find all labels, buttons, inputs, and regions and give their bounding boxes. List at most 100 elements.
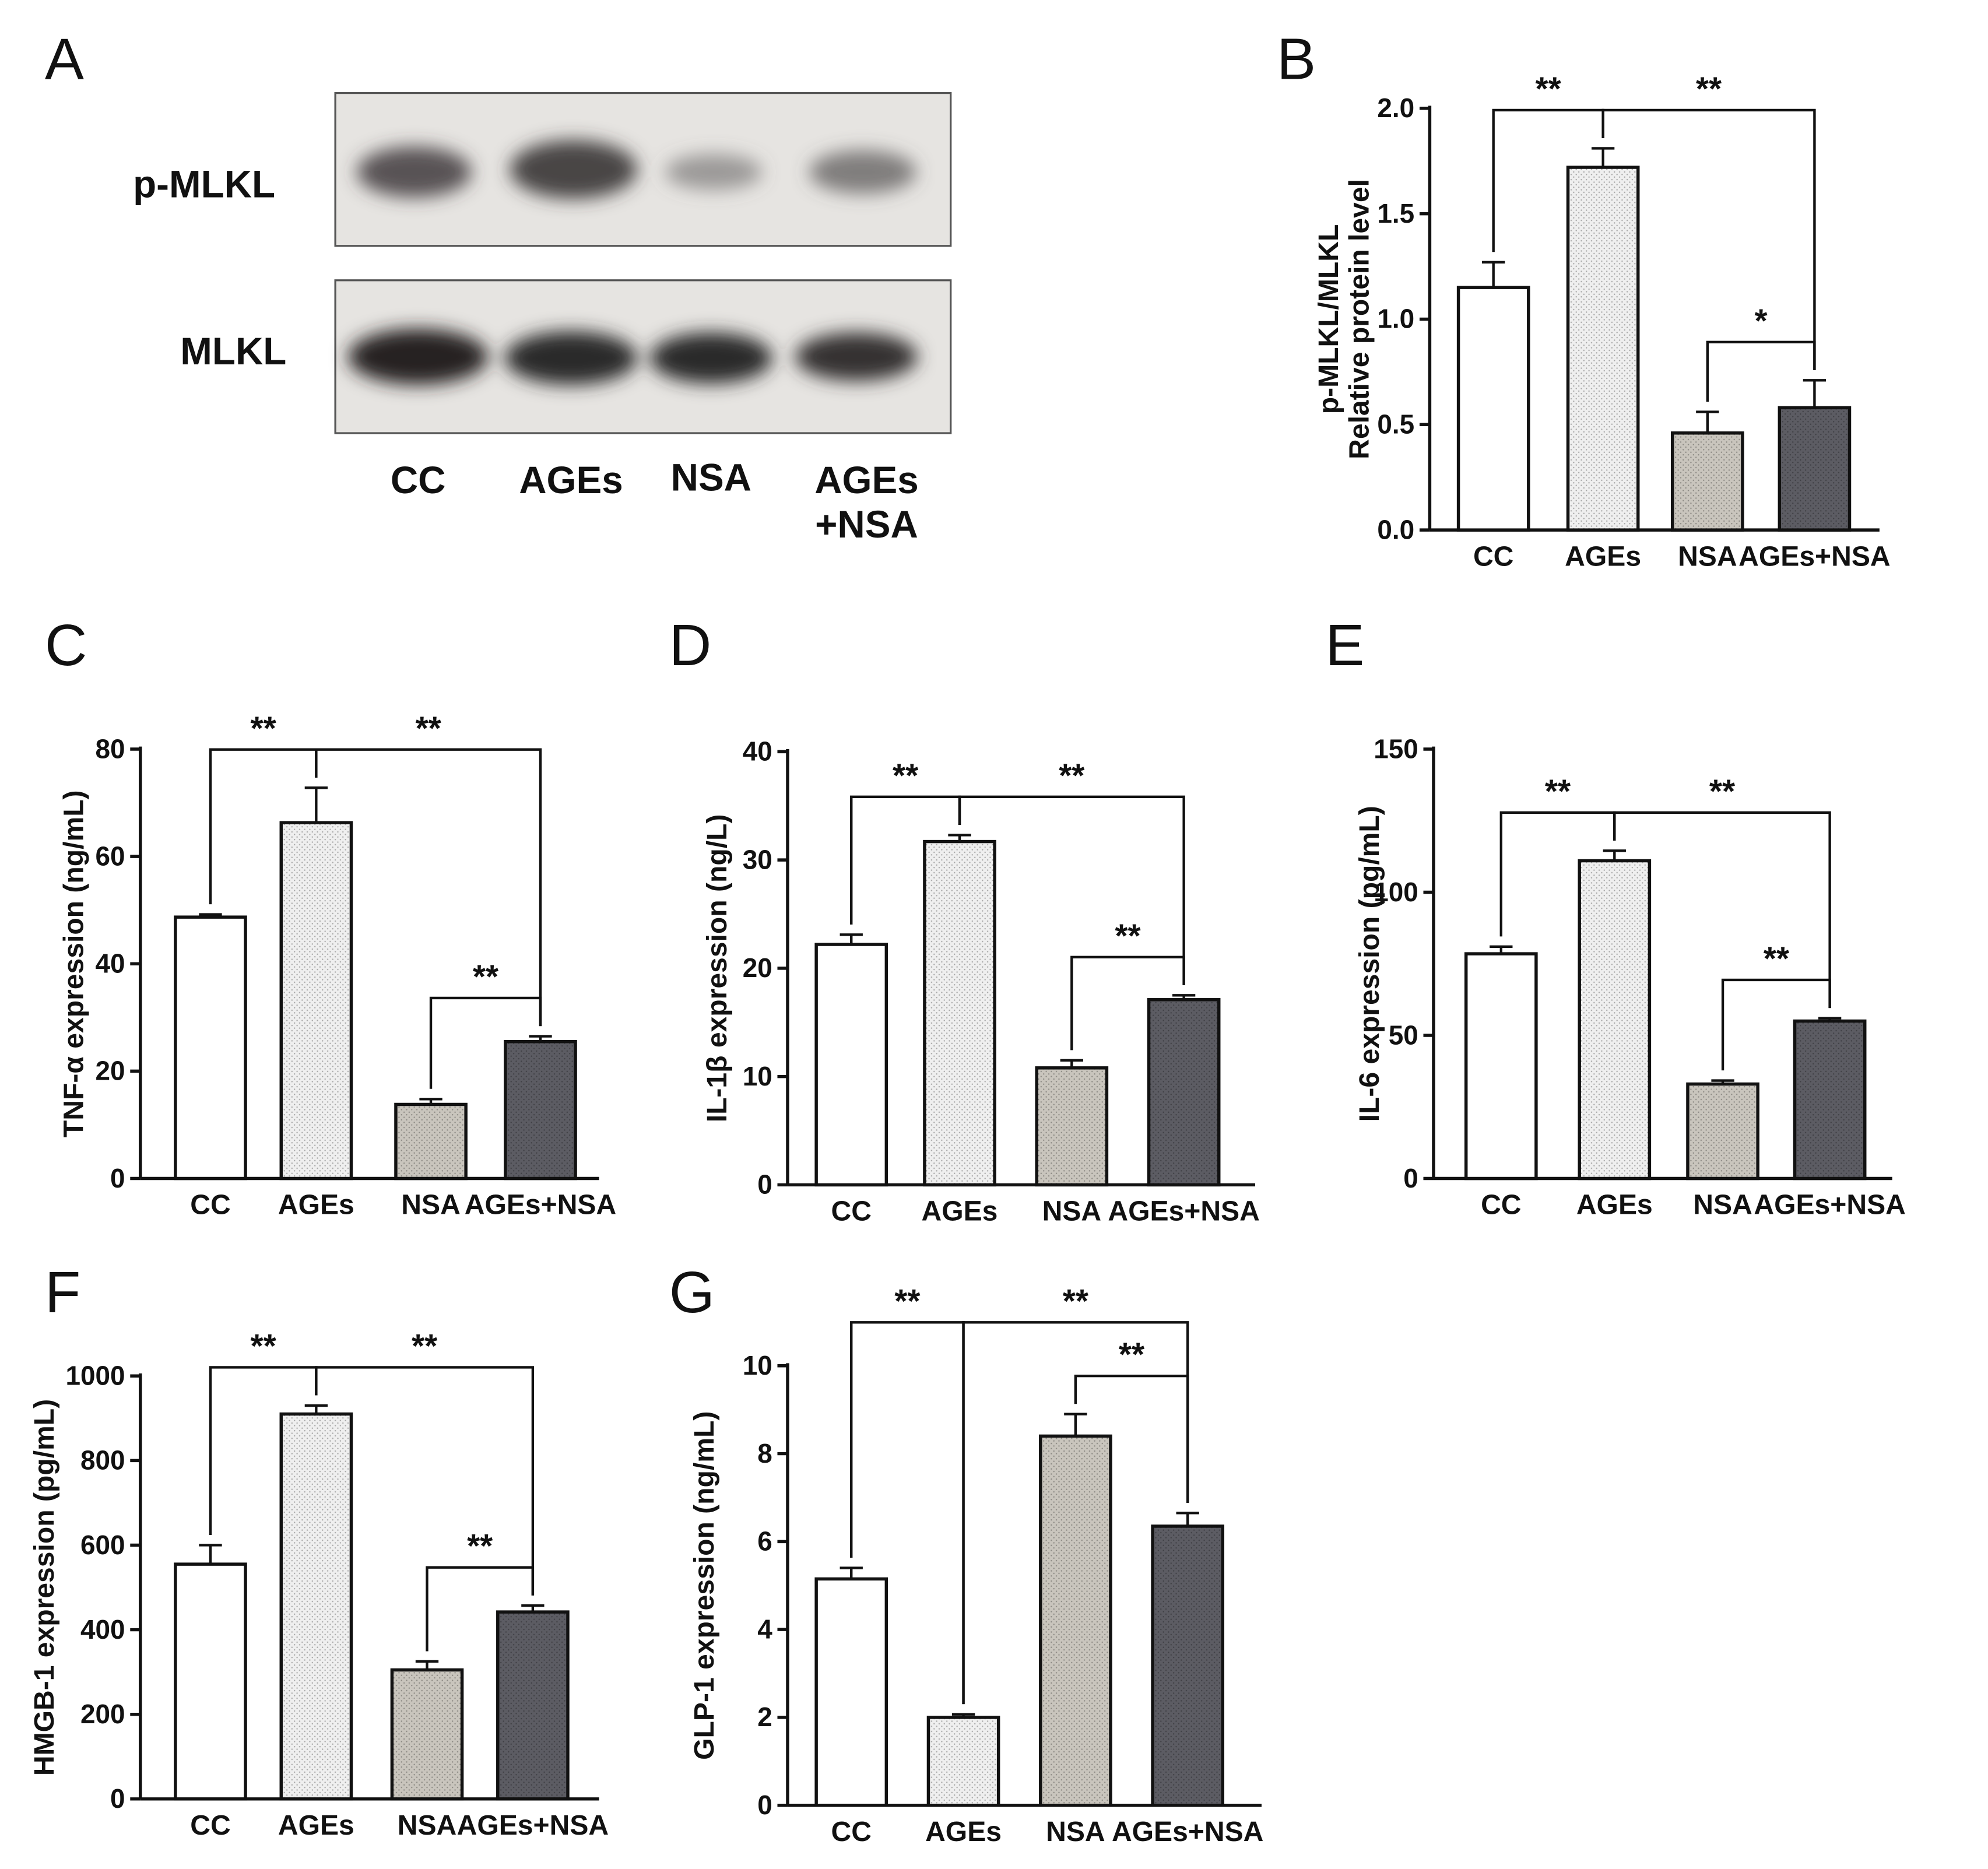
significance-label: ** <box>1063 1283 1089 1320</box>
chart-panel: E IL-6 expression (pg/mL) 0 50 100 150 CC AGEs N… <box>1325 613 1906 1221</box>
x-tick-label: CC <box>190 1189 230 1221</box>
y-axis-label: Relative protein level <box>1344 179 1375 459</box>
chart-panel: C TNF-α expression (ng/mL) 0 20 40 60 80 CC AGEs… <box>45 613 616 1221</box>
panel-label: D <box>669 613 712 678</box>
significance-label: ** <box>1119 1337 1145 1373</box>
x-tick-label: AGEs <box>1576 1189 1653 1221</box>
bar <box>1793 1019 1867 1181</box>
bar <box>814 1577 888 1807</box>
x-tick-label: CC <box>831 1816 872 1847</box>
error-bar <box>1172 994 1196 1000</box>
y-tick-label: 6 <box>757 1526 772 1557</box>
significance-bracket <box>1613 811 1831 1009</box>
x-tick-label: AGEs+NSA <box>457 1810 609 1841</box>
blot-bands <box>357 140 916 199</box>
significance-label: ** <box>1764 941 1790 978</box>
error-bar <box>948 834 971 842</box>
bar <box>174 915 247 1181</box>
x-tick-label: NSA <box>1678 540 1737 572</box>
y-tick-label: 800 <box>80 1445 125 1475</box>
y-tick-label: 600 <box>80 1530 125 1560</box>
bar <box>1035 1066 1109 1187</box>
band <box>357 146 472 198</box>
significance-label: ** <box>251 1328 277 1365</box>
band <box>510 140 638 199</box>
significance-bracket <box>958 795 1185 985</box>
bar <box>174 1562 247 1801</box>
panel-label: E <box>1325 613 1364 678</box>
error-bar <box>1603 849 1626 861</box>
y-tick-label: 30 <box>743 844 772 874</box>
x-tick-label: AGEs <box>925 1816 1002 1847</box>
y-tick-label: 40 <box>96 948 125 979</box>
panel-label: F <box>45 1260 80 1325</box>
bar <box>1671 431 1744 532</box>
y-tick-label: 200 <box>80 1699 125 1729</box>
blot-row-label: MLKL <box>180 330 286 373</box>
bar <box>1147 998 1221 1187</box>
error-bar <box>199 913 222 918</box>
x-tick-label: NSA <box>398 1810 456 1841</box>
y-tick-label: 400 <box>80 1614 125 1645</box>
y-tick-label: 0 <box>757 1169 772 1200</box>
significance-bracket <box>1706 340 1816 402</box>
bar <box>1151 1524 1225 1807</box>
lane-label: AGEs <box>814 459 918 501</box>
error-bar <box>521 1604 545 1612</box>
y-tick-label: 100 <box>1374 877 1418 907</box>
chart-panel: F HMGB-1 expression (pg/mL) 0 200 400 600 800 1… <box>29 1260 609 1841</box>
significance-label: ** <box>893 757 919 794</box>
band <box>504 331 638 385</box>
y-axis-label: HMGB-1 expression (pg/mL) <box>29 1399 60 1776</box>
significance-label: ** <box>1115 918 1141 954</box>
y-tick-label: 60 <box>96 841 125 871</box>
x-tick-label: AGEs <box>922 1196 998 1227</box>
error-bar <box>304 786 328 823</box>
bar <box>814 943 888 1187</box>
error-bar <box>419 1098 442 1105</box>
significance-label: * <box>1755 303 1768 339</box>
band <box>665 154 763 190</box>
y-tick-label: 4 <box>757 1614 772 1644</box>
x-tick-label: AGEs <box>278 1189 354 1221</box>
y-tick-label: 1.0 <box>1377 304 1414 334</box>
x-tick-label: AGEs+NSA <box>1108 1196 1259 1227</box>
x-tick-label: AGEs+NSA <box>1112 1816 1263 1847</box>
significance-label: ** <box>1709 773 1736 810</box>
y-axis-label: p-MLKL/MLKL <box>1313 224 1344 414</box>
error-bar <box>1482 261 1505 288</box>
lane-label: AGEs <box>519 459 623 501</box>
x-tick-label: AGEs+NSA <box>1754 1189 1905 1221</box>
x-tick-label: NSA <box>1693 1189 1752 1221</box>
x-tick-label: AGEs <box>278 1810 354 1841</box>
bar <box>279 821 353 1181</box>
band <box>795 332 918 381</box>
panel-label: C <box>45 613 87 678</box>
error-bar <box>1176 1512 1199 1526</box>
significance-label: ** <box>1545 773 1571 810</box>
bar <box>923 839 996 1187</box>
y-axis-label: GLP-1 expression (ng/mL) <box>689 1411 720 1760</box>
y-tick-label: 1000 <box>65 1361 125 1391</box>
error-bar <box>304 1404 328 1414</box>
y-tick-label: 80 <box>96 733 125 764</box>
bar <box>1778 406 1852 532</box>
band <box>649 332 772 384</box>
y-tick-label: 0 <box>110 1783 125 1814</box>
bar <box>504 1040 577 1181</box>
bar <box>496 1610 570 1801</box>
y-tick-label: 1.5 <box>1377 198 1414 229</box>
significance-bracket <box>962 1321 1189 1705</box>
bar <box>1456 286 1530 532</box>
y-tick-label: 0 <box>110 1163 125 1193</box>
significance-label: ** <box>1696 71 1722 107</box>
error-bar <box>840 1566 863 1579</box>
chart-panel: G GLP-1 expression (ng/mL) 0 2 4 6 8 10 CC AGEs NS… <box>669 1260 1264 1847</box>
error-bar <box>1818 1017 1842 1021</box>
y-tick-label: 10 <box>743 1061 772 1091</box>
y-axis-label: TNF-α expression (ng/mL) <box>58 790 89 1137</box>
y-tick-label: 2 <box>757 1702 772 1732</box>
